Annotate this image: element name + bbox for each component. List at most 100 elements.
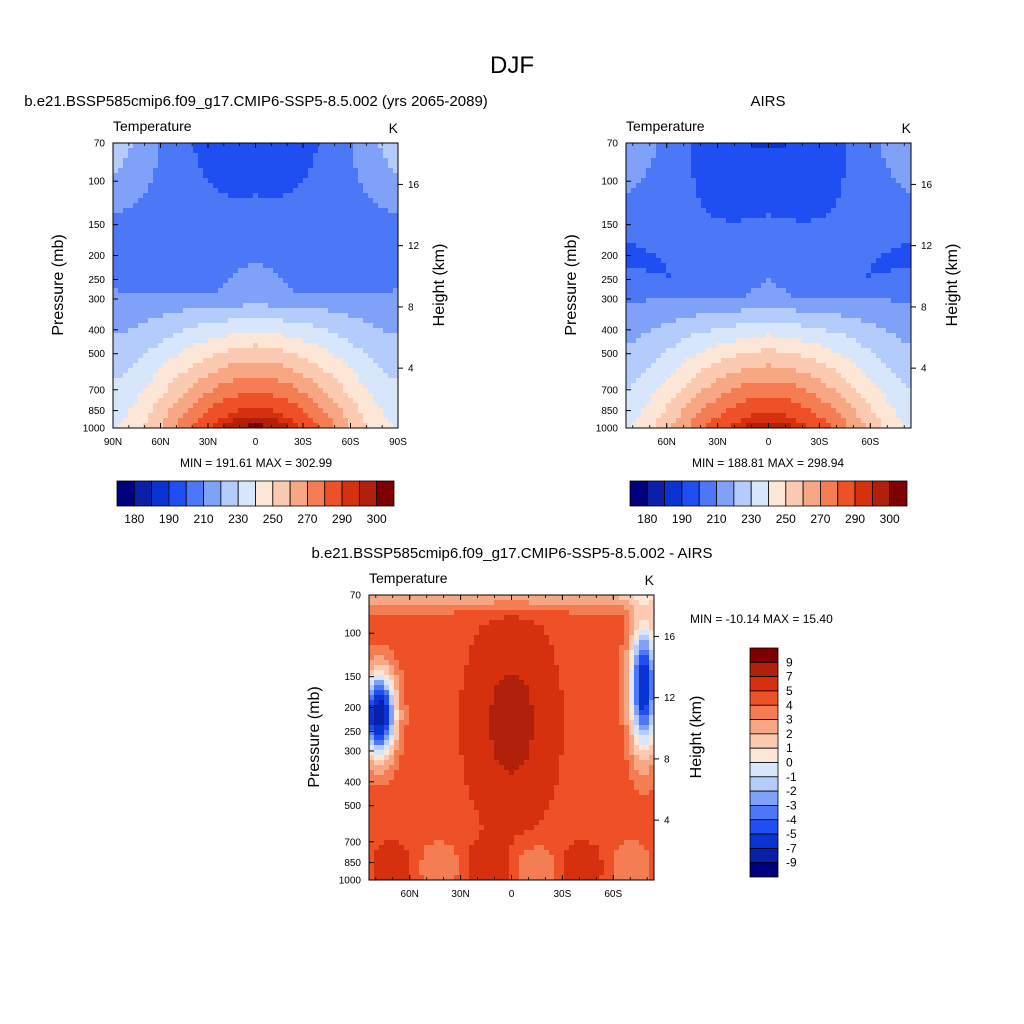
field-cell	[123, 378, 129, 384]
field-cell	[686, 173, 692, 179]
field-cell	[378, 288, 384, 294]
field-cell	[273, 418, 279, 424]
field-cell	[631, 243, 637, 249]
field-cell	[243, 403, 249, 409]
field-cell	[826, 258, 832, 264]
field-cell	[288, 158, 294, 164]
field-cell	[666, 158, 672, 164]
field-cell	[696, 253, 702, 259]
field-cell	[118, 168, 124, 174]
field-cell	[766, 173, 772, 179]
field-cell	[891, 218, 897, 224]
field-cell	[193, 273, 199, 279]
field-cell	[308, 183, 314, 189]
field-cell	[193, 298, 199, 304]
field-cell	[731, 168, 737, 174]
field-cell	[816, 213, 822, 219]
field-cell	[781, 198, 787, 204]
field-cell	[298, 408, 304, 414]
field-cell	[318, 338, 324, 344]
field-cell	[233, 223, 239, 229]
field-cell	[368, 418, 374, 424]
field-cell	[243, 193, 249, 199]
field-cell	[128, 153, 134, 159]
field-cell	[721, 238, 727, 244]
field-cell	[118, 288, 124, 294]
field-cell	[143, 298, 149, 304]
field-cell	[278, 258, 284, 264]
field-cell	[273, 358, 279, 364]
field-cell	[138, 343, 144, 349]
field-cell	[303, 403, 309, 409]
field-cell	[801, 273, 807, 279]
field-cell	[801, 253, 807, 259]
field-cell	[198, 168, 204, 174]
field-cell	[193, 233, 199, 239]
field-cell	[851, 183, 857, 189]
field-cell	[378, 363, 384, 369]
field-cell	[363, 328, 369, 334]
field-cell	[288, 353, 294, 359]
field-cell	[158, 173, 164, 179]
field-cell	[148, 368, 154, 374]
field-cell	[193, 413, 199, 419]
field-cell	[806, 263, 812, 269]
field-cell	[158, 378, 164, 384]
field-cell	[881, 173, 887, 179]
field-cell	[781, 173, 787, 179]
field-cell	[378, 153, 384, 159]
field-cell	[263, 248, 269, 254]
colorbar-swatch	[255, 480, 274, 507]
field-cell	[283, 248, 289, 254]
field-cell	[268, 173, 274, 179]
field-cell	[288, 333, 294, 339]
field-cell	[896, 248, 902, 254]
field-cell	[268, 193, 274, 199]
field-cell	[338, 228, 344, 234]
field-cell	[113, 233, 119, 239]
field-cell	[223, 368, 229, 374]
field-cell	[158, 403, 164, 409]
field-cell	[198, 273, 204, 279]
field-cell	[313, 358, 319, 364]
field-cell	[238, 218, 244, 224]
field-cell	[831, 258, 837, 264]
field-cell	[343, 328, 349, 334]
field-cell	[168, 168, 174, 174]
field-cell	[368, 308, 374, 314]
field-cell	[118, 268, 124, 274]
field-cell	[826, 168, 832, 174]
field-cell	[213, 358, 219, 364]
field-cell	[188, 218, 194, 224]
field-cell	[268, 418, 274, 424]
field-cell	[173, 223, 179, 229]
field-cell	[113, 298, 119, 304]
field-cell	[278, 408, 284, 414]
field-cell	[328, 258, 334, 264]
field-cell	[388, 333, 394, 339]
field-cell	[383, 363, 389, 369]
field-cell	[198, 163, 204, 169]
field-cell	[696, 153, 702, 159]
field-cell	[163, 288, 169, 294]
field-cell	[821, 243, 827, 249]
field-cell	[283, 323, 289, 329]
field-cell	[283, 318, 289, 324]
field-cell	[861, 218, 867, 224]
field-cell	[328, 178, 334, 184]
field-cell	[786, 278, 792, 284]
field-cell	[258, 258, 264, 264]
field-cell	[233, 203, 239, 209]
field-cell	[711, 168, 717, 174]
field-cell	[701, 253, 707, 259]
field-cell	[208, 393, 214, 399]
field-cell	[138, 203, 144, 209]
field-cell	[383, 348, 389, 354]
field-cell	[741, 278, 747, 284]
field-cell	[353, 388, 359, 394]
field-cell	[761, 143, 767, 149]
field-cell	[173, 398, 179, 404]
field-cell	[213, 408, 219, 414]
field-cell	[178, 393, 184, 399]
field-cell	[363, 318, 369, 324]
